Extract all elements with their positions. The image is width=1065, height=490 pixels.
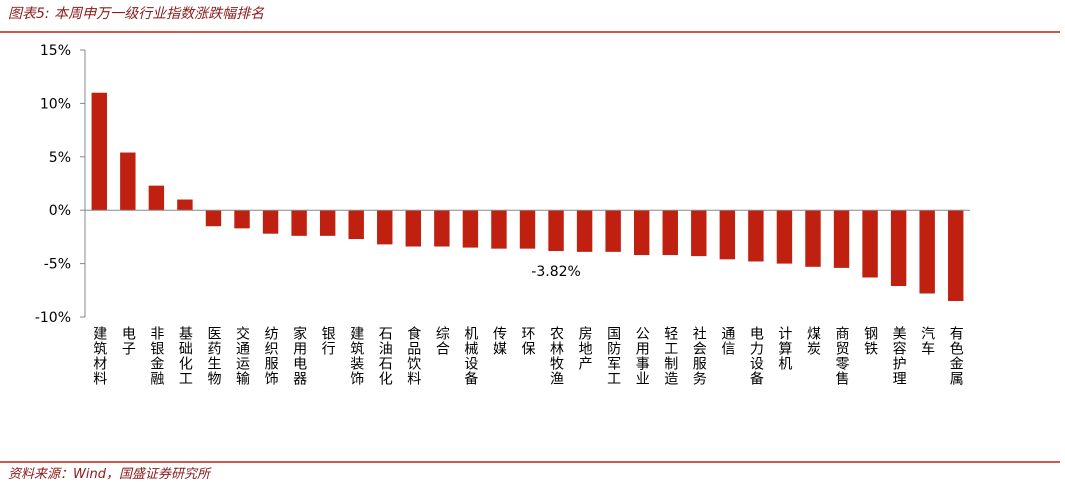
x-tick-label: 计算机	[776, 326, 792, 371]
bar	[519, 210, 536, 249]
y-tick-label: -10%	[35, 310, 71, 326]
chart-title: 图表5: 本周申万一级行业指数涨跌幅排名	[8, 6, 265, 22]
x-tick-label: 非银金融	[148, 326, 164, 386]
x-tick-label: 传媒	[491, 326, 507, 356]
bar	[462, 210, 479, 248]
x-tick-label: 公用事业	[634, 326, 650, 386]
bar	[833, 210, 850, 268]
bar	[91, 92, 107, 211]
bar	[691, 210, 707, 257]
bar	[205, 210, 222, 227]
bar	[434, 210, 450, 247]
bar	[377, 210, 393, 245]
bar	[633, 210, 650, 256]
bar	[890, 210, 907, 287]
y-tick-label: 15%	[40, 43, 71, 59]
x-tick-label: 综合	[434, 326, 450, 356]
x-tick-label: 美容护理	[891, 326, 907, 386]
y-tick-label: 10%	[40, 96, 71, 112]
x-tick-label: 煤炭	[805, 326, 821, 356]
x-tick-label: 食品饮料	[405, 325, 421, 386]
bar	[748, 210, 764, 262]
x-tick-label: 通信	[719, 326, 735, 356]
value-label: -3.82%	[531, 264, 581, 280]
bar	[919, 210, 935, 294]
x-tick-label: 建筑装饰	[348, 326, 364, 386]
x-tick-label: 石油石化	[377, 326, 393, 386]
x-tick-label: 交通运输	[234, 325, 250, 386]
x-tick-label: 建筑材料	[91, 326, 107, 386]
bar	[234, 210, 250, 229]
bar	[291, 210, 307, 236]
bar	[348, 210, 364, 240]
x-tick-label: 电子	[120, 326, 136, 356]
x-tick-label: 汽车	[919, 326, 935, 356]
x-tick-label: 机械设备	[462, 326, 478, 386]
bar	[548, 210, 564, 251]
x-tick-label: 有色金属	[948, 326, 964, 386]
bar	[862, 210, 878, 278]
y-tick-label: 0%	[49, 203, 71, 219]
x-tick-label: 医药生物	[205, 326, 221, 386]
x-tick-label: 钢铁	[862, 326, 878, 356]
bar	[576, 210, 593, 252]
bar	[177, 199, 193, 211]
bar	[262, 210, 279, 234]
x-tick-label: 社会服务	[691, 326, 707, 386]
bar	[405, 210, 422, 247]
x-tick-label: 农林牧渔	[548, 326, 564, 386]
x-tick-label: 纺织服饰	[263, 326, 279, 386]
x-tick-label: 基础化工	[177, 325, 193, 386]
x-tick-label: 家用电器	[291, 325, 307, 386]
source: 资料来源：Wind，国盛证券研究所	[8, 466, 212, 482]
x-tick-label: 轻工制造	[662, 326, 678, 386]
x-tick-label: 电力设备	[748, 326, 764, 386]
x-tick-label: 商贸零售	[834, 326, 850, 386]
bar	[605, 210, 621, 252]
x-tick-label: 房地产	[577, 326, 593, 371]
bar	[319, 210, 336, 236]
x-tick-label: 环保	[520, 326, 536, 356]
x-tick-label: 银行	[320, 326, 336, 356]
x-tick-label: 国防军工	[605, 326, 621, 386]
bar	[662, 210, 678, 256]
y-tick-label: -5%	[44, 257, 71, 273]
bar	[719, 210, 736, 260]
bar	[148, 185, 165, 211]
bar	[776, 210, 793, 264]
bar	[948, 210, 964, 301]
bar	[805, 210, 821, 267]
bar	[120, 152, 136, 211]
y-tick-label: 5%	[49, 150, 71, 166]
bar	[491, 210, 507, 249]
